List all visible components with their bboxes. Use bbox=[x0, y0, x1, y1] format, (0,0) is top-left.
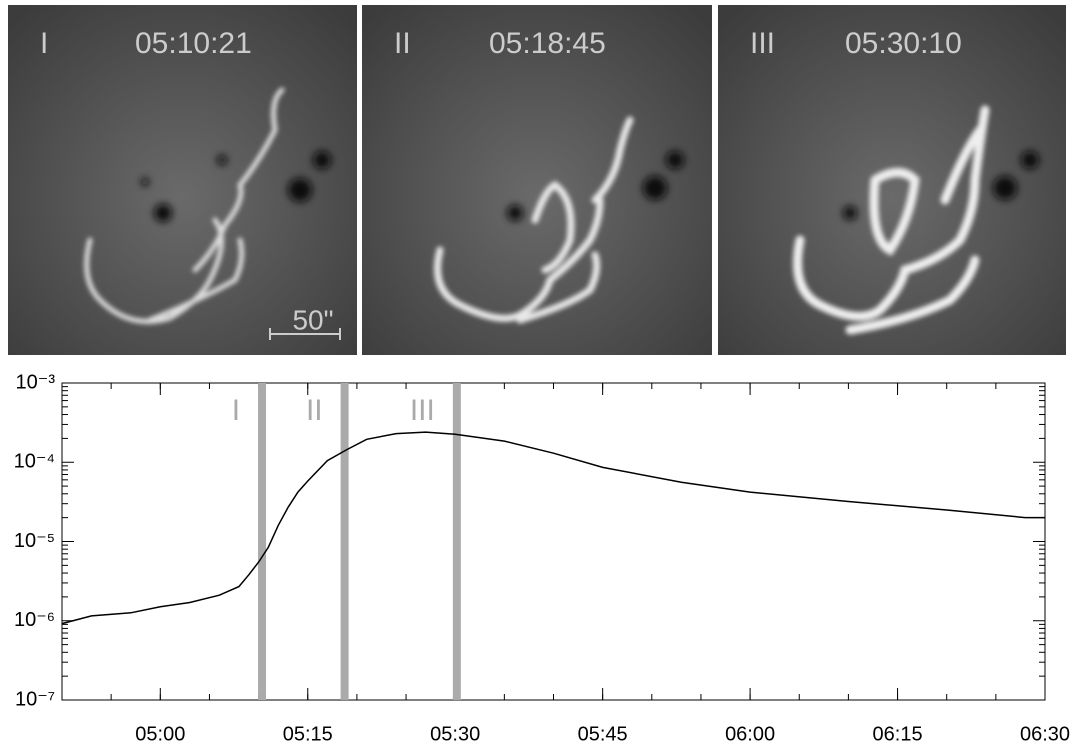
marker-label: I bbox=[232, 394, 240, 427]
y-tick-label: 10⁻⁷ bbox=[15, 688, 55, 710]
x-tick-label: 05:00 bbox=[135, 723, 185, 745]
panel-time: 05:10:21 bbox=[135, 27, 252, 60]
y-tick-label: 10⁻³ bbox=[16, 371, 56, 393]
panel-time: 05:18:45 bbox=[489, 27, 606, 60]
y-tick-label: 10⁻⁴ bbox=[14, 451, 55, 473]
x-tick-label: 06:15 bbox=[873, 723, 923, 745]
plot-frame bbox=[61, 382, 1046, 701]
x-tick-label: 05:15 bbox=[283, 723, 333, 745]
x-tick-label: 06:00 bbox=[725, 723, 775, 745]
panel-label: II bbox=[394, 27, 411, 60]
panel-label: I bbox=[40, 27, 48, 60]
marker-label: II bbox=[306, 394, 323, 427]
panel-time: 05:30:10 bbox=[845, 27, 962, 60]
panel-label: III bbox=[750, 27, 775, 60]
image-panel bbox=[8, 5, 357, 355]
flux-curve bbox=[61, 431, 1045, 625]
scale-label: 50" bbox=[292, 304, 333, 335]
x-tick-label: 05:30 bbox=[430, 723, 480, 745]
y-tick-label: 10⁻⁵ bbox=[14, 530, 55, 552]
image-panel bbox=[362, 5, 712, 355]
y-tick-label: 10⁻⁶ bbox=[14, 609, 55, 631]
marker-label: III bbox=[410, 394, 435, 427]
image-panel bbox=[718, 5, 1066, 355]
x-tick-label: 05:45 bbox=[578, 723, 628, 745]
x-tick-label: 06:30 bbox=[1020, 723, 1070, 745]
